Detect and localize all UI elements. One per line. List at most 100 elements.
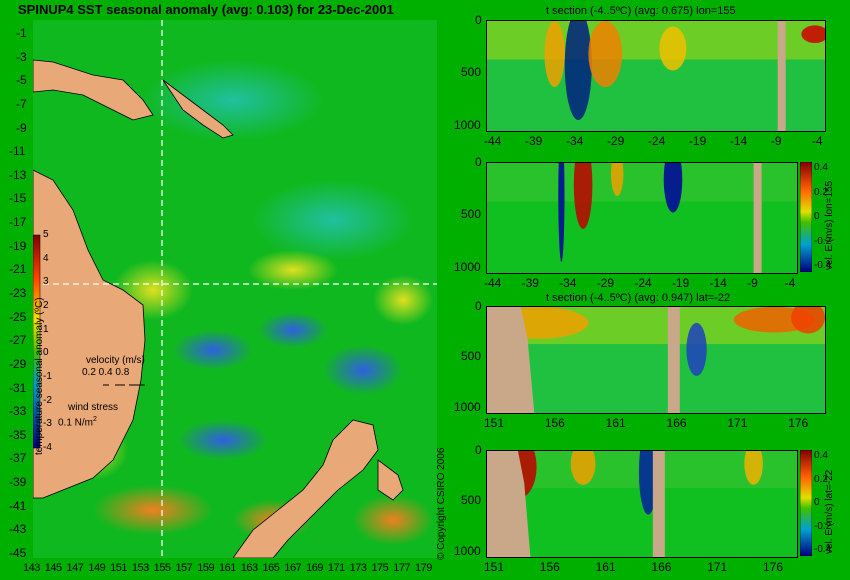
map-colorbar-tick-label: -2 bbox=[43, 394, 52, 406]
map-lat-tick-label: -1 bbox=[16, 26, 27, 40]
section-x-tick-label: 176 bbox=[788, 416, 809, 430]
section-anomaly-feature bbox=[659, 26, 687, 71]
section-x-tick-label: 161 bbox=[605, 416, 626, 430]
map-lat-tick-label: -15 bbox=[9, 191, 27, 206]
section-title: t section (-4..5ºC) (avg: 0.675) lon=155 bbox=[546, 5, 736, 17]
map-lon-tick-label: 143 bbox=[23, 562, 40, 574]
section-anomaly-feature bbox=[544, 21, 565, 87]
section-land-mask bbox=[777, 21, 786, 131]
map-colorbar-tick-label: 4 bbox=[43, 252, 49, 264]
map-lat-tick-label: -43 bbox=[9, 522, 27, 537]
section-y-tick-label: 1000 bbox=[454, 543, 481, 558]
australia-land bbox=[33, 169, 146, 499]
section-y-tick-label: 0 bbox=[475, 299, 482, 313]
map-lat-tick-label: -11 bbox=[9, 144, 26, 159]
section-x-tick-label: -4 bbox=[811, 134, 823, 148]
velocity-colorbar-label: vel. E (m/s) lon=155 bbox=[824, 180, 835, 270]
map-lon-tick-label: 155 bbox=[153, 562, 171, 574]
copyright-text: © Copyright CSIRO 2006 bbox=[436, 447, 447, 560]
section-anomaly-feature bbox=[791, 307, 825, 334]
map-panel bbox=[33, 20, 437, 558]
velocity-colorbar-tick-label: -0.2 bbox=[814, 520, 832, 532]
section-x-tick-label: -44 bbox=[484, 276, 502, 290]
section-x-tick-label: 176 bbox=[763, 560, 784, 574]
section-x-tick-label: 171 bbox=[707, 560, 728, 574]
map-lon-tick-label: 159 bbox=[197, 562, 215, 574]
section-x-tick-label: -34 bbox=[565, 134, 584, 148]
map-lat-tick-label: -31 bbox=[9, 380, 27, 395]
section-anomaly-feature bbox=[638, 451, 658, 515]
wind-legend-scale: 0.1 N/m2 bbox=[58, 416, 97, 428]
map-lon-tick-label: 167 bbox=[284, 562, 302, 574]
map-colorbar-tick-label: 3 bbox=[43, 276, 49, 288]
map-lat-tick-label: -19 bbox=[9, 238, 27, 253]
section-x-tick-label: -29 bbox=[606, 134, 625, 148]
map-lat-tick-label: -29 bbox=[9, 356, 27, 371]
section-x-tick-label: -44 bbox=[484, 134, 502, 148]
section-x-tick-label: -24 bbox=[647, 134, 666, 148]
velocity-colorbar-tick-label: 0 bbox=[814, 211, 820, 222]
velocity-colorbar bbox=[800, 162, 812, 272]
map-lon-tick-label: 179 bbox=[415, 562, 432, 574]
map-title: SPINUP4 SST seasonal anomaly (avg: 0.103… bbox=[18, 2, 394, 17]
new-zealand-land bbox=[232, 419, 379, 558]
map-lat-tick-label: -5 bbox=[16, 73, 27, 88]
map-lon-tick-label: 173 bbox=[349, 562, 367, 574]
section-x-tick-label: -29 bbox=[596, 276, 615, 290]
section-y-tick-label: 0 bbox=[475, 155, 482, 169]
wind-scale-sup: 2 bbox=[93, 416, 97, 423]
map-lat-tick-label: -25 bbox=[9, 309, 27, 324]
section-anomaly-feature bbox=[744, 451, 763, 485]
section-anomaly-feature bbox=[570, 451, 596, 485]
velocity-colorbar-tick-label: 0.4 bbox=[814, 450, 828, 461]
map-lon-tick-label: 169 bbox=[306, 562, 323, 574]
velocity-colorbar-tick-label: 0.4 bbox=[814, 162, 828, 173]
section-y-tick-label: 0 bbox=[475, 443, 482, 457]
section-anomaly-feature bbox=[686, 322, 707, 376]
velocity-colorbar-tick-label: 0.2 bbox=[814, 473, 828, 485]
map-lat-tick-label: -33 bbox=[9, 404, 27, 419]
velocity-legend-label: velocity (m/s) bbox=[86, 355, 145, 366]
section-land-mask bbox=[652, 451, 665, 557]
map-lon-tick-label: 163 bbox=[240, 562, 258, 574]
section-y-tick-label: 500 bbox=[461, 493, 482, 508]
map-lon-tick-label: 165 bbox=[262, 562, 280, 574]
section-x-tick-label: 151 bbox=[484, 416, 505, 430]
section-panel-4 bbox=[486, 450, 798, 558]
map-lat-tick-label: -3 bbox=[16, 49, 27, 64]
map-colorbar-tick-label: -3 bbox=[43, 418, 52, 430]
section-y-tick-label: 1000 bbox=[454, 117, 481, 132]
section-y-tick-label: 0 bbox=[475, 13, 482, 27]
map-lon-tick-label: 175 bbox=[371, 562, 389, 574]
section-x-tick-label: 166 bbox=[651, 560, 672, 574]
section-y-tick-label: 500 bbox=[461, 65, 482, 80]
section-x-tick-label: -14 bbox=[709, 276, 727, 290]
section-x-tick-label: -9 bbox=[770, 134, 782, 148]
velocity-colorbar-tick-label: -0.2 bbox=[814, 235, 832, 247]
map-colorbar-tick-label: 5 bbox=[43, 229, 49, 240]
map-colorbar-tick-label: 2 bbox=[43, 300, 49, 311]
map-lon-tick-label: 153 bbox=[131, 562, 149, 574]
section-y-tick-label: 500 bbox=[461, 207, 482, 222]
map-lat-tick-label: -21 bbox=[9, 262, 27, 277]
section-y-tick-label: 1000 bbox=[454, 399, 481, 414]
map-lat-tick-label: -17 bbox=[9, 215, 27, 230]
velocity-colorbar bbox=[800, 450, 812, 556]
section-x-tick-label: 171 bbox=[727, 416, 748, 430]
map-lat-tick-label: -35 bbox=[9, 427, 27, 442]
section-anomaly-feature bbox=[558, 163, 565, 262]
map-lon-tick-label: 171 bbox=[327, 562, 345, 574]
section-x-tick-label: -39 bbox=[524, 134, 543, 148]
map-lat-tick-label: -45 bbox=[9, 546, 27, 560]
section-x-tick-label: 156 bbox=[539, 560, 560, 574]
map-lat-tick-label: -41 bbox=[9, 498, 27, 513]
section-x-tick-label: 161 bbox=[595, 560, 616, 574]
section-anomaly-feature bbox=[663, 163, 683, 213]
map-lon-tick-label: 149 bbox=[88, 562, 106, 574]
section-anomaly-feature bbox=[801, 25, 825, 43]
section-land-mask bbox=[487, 451, 531, 557]
wind-legend-label: wind stress bbox=[68, 402, 119, 413]
section-x-tick-label: -19 bbox=[688, 134, 707, 148]
section-x-tick-label: -14 bbox=[729, 134, 748, 148]
